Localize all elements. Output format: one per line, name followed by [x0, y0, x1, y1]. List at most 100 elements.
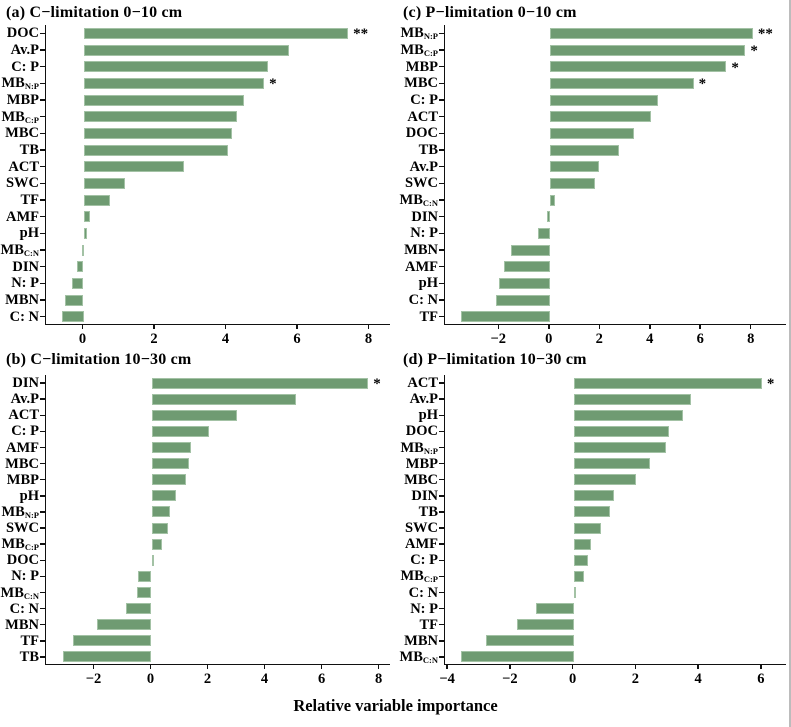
- x-axis-tick: [81, 325, 84, 329]
- importance-bar: [151, 458, 190, 470]
- category-label-text: MBC: [5, 125, 39, 142]
- category-label: N: P: [0, 275, 39, 291]
- importance-bar: [549, 61, 727, 73]
- category-label-text: DIN: [411, 208, 438, 225]
- y-axis-tick: [439, 478, 444, 481]
- category-label-text: MB: [399, 192, 423, 208]
- x-axis-tick-label: 0: [78, 331, 87, 347]
- importance-bar: [83, 94, 245, 106]
- category-label-text: MBN: [404, 632, 438, 649]
- importance-bar: [83, 177, 125, 189]
- category-label: C: P: [395, 552, 438, 568]
- category-label-text: MB: [400, 568, 424, 585]
- y-axis-tick: [40, 398, 45, 400]
- y-axis-tick: [439, 462, 444, 465]
- importance-bar: [97, 619, 152, 631]
- category-label: AMF: [0, 209, 39, 225]
- y-axis-tick: [439, 559, 444, 562]
- importance-bar: [573, 474, 637, 486]
- importance-bar: [138, 570, 152, 582]
- significance-marker: **: [757, 26, 773, 43]
- significance-marker: *: [766, 376, 775, 393]
- y-axis-tick: [40, 575, 45, 578]
- category-label: MBN:P: [395, 25, 438, 44]
- importance-bar: [83, 194, 111, 206]
- importance-bar: [549, 44, 746, 56]
- category-label-subscript: C:N: [422, 198, 438, 208]
- importance-bar: [495, 294, 550, 306]
- category-label: MBC:N: [0, 242, 39, 261]
- category-label-subscript: N:P: [423, 445, 438, 456]
- category-label-text: MBN: [5, 292, 39, 308]
- importance-bar: [549, 144, 620, 156]
- importance-bar: [485, 635, 574, 647]
- category-label-subscript: C:N: [23, 248, 39, 258]
- category-label: MBC:P: [0, 536, 39, 555]
- category-label-text: ACT: [8, 407, 39, 424]
- y-axis-tick: [40, 430, 45, 433]
- importance-bar: [83, 211, 90, 223]
- y-axis-tick: [40, 478, 45, 481]
- category-label-text: MB: [400, 25, 424, 42]
- x-axis-tick: [697, 665, 699, 669]
- y-axis-tick: [439, 232, 444, 235]
- category-label-text: TF: [20, 192, 39, 208]
- category-label: MBP: [0, 92, 39, 108]
- category-label: N: P: [0, 568, 39, 584]
- category-label-text: C: P: [410, 92, 438, 108]
- x-axis-tick: [320, 665, 323, 669]
- category-label: MBC:N: [395, 192, 438, 211]
- category-label: C: N: [395, 585, 438, 601]
- y-axis-tick: [439, 149, 444, 151]
- category-label: ACT: [0, 159, 39, 175]
- importance-bar: [83, 27, 349, 39]
- panel-p-limitation-0-10cm: (c) P−limitation 0−10 cm ** * * * MBN:P MBC:…: [395, 0, 791, 347]
- y-axis-tick: [439, 182, 444, 185]
- significance-marker: **: [353, 26, 369, 43]
- category-label-text: MBC: [404, 471, 438, 488]
- x-axis-tick-label: 2: [150, 331, 158, 347]
- category-label: MBC: [0, 456, 39, 472]
- importance-bar: [573, 522, 601, 534]
- panel-d-title: (d) P−limitation 10−30 cm: [403, 351, 587, 368]
- category-label-text: MBP: [6, 471, 39, 488]
- significance-marker: *: [698, 76, 707, 93]
- category-label-text: C: N: [9, 308, 39, 325]
- importance-bar: [549, 111, 651, 123]
- category-label: N: P: [395, 601, 438, 617]
- significance-marker: *: [269, 76, 277, 93]
- category-label: MBN: [0, 292, 39, 308]
- importance-bar: [536, 603, 574, 615]
- category-label: DOC: [0, 25, 39, 41]
- plot-area-p-limitation-0-10cm: ** * * *: [444, 25, 786, 325]
- category-label: TF: [395, 309, 438, 325]
- importance-bar: [83, 127, 232, 139]
- category-label: DOC: [395, 423, 438, 439]
- category-label: MBC:N: [395, 649, 438, 668]
- y-axis-tick: [40, 527, 45, 529]
- category-label-text: ACT: [8, 158, 39, 175]
- category-label: C: N: [0, 601, 39, 617]
- x-axis-tick: [699, 325, 701, 329]
- y-axis-tick: [439, 382, 444, 384]
- x-axis-tick: [224, 325, 227, 329]
- y-axis-tick: [439, 623, 444, 626]
- x-axis-tick-label: −2: [490, 331, 507, 347]
- y-axis-tick: [40, 559, 45, 562]
- category-label-text: TF: [419, 616, 438, 633]
- category-label: C: N: [0, 309, 39, 325]
- importance-bar: [125, 603, 152, 615]
- importance-bar: [151, 377, 369, 389]
- y-axis-tick: [40, 382, 45, 384]
- category-label-text: Av.P: [409, 391, 438, 408]
- category-label-subscript: C:P: [423, 48, 438, 58]
- category-label: MBN: [395, 242, 438, 258]
- y-axis-tick: [439, 132, 444, 135]
- x-axis-tick: [598, 325, 600, 329]
- x-axis-tick-label: 2: [203, 671, 212, 687]
- importance-bar: [573, 393, 692, 405]
- importance-bar: [77, 261, 84, 273]
- importance-bar: [573, 409, 684, 421]
- category-label: TF: [0, 633, 39, 649]
- category-label: MBP: [395, 456, 438, 472]
